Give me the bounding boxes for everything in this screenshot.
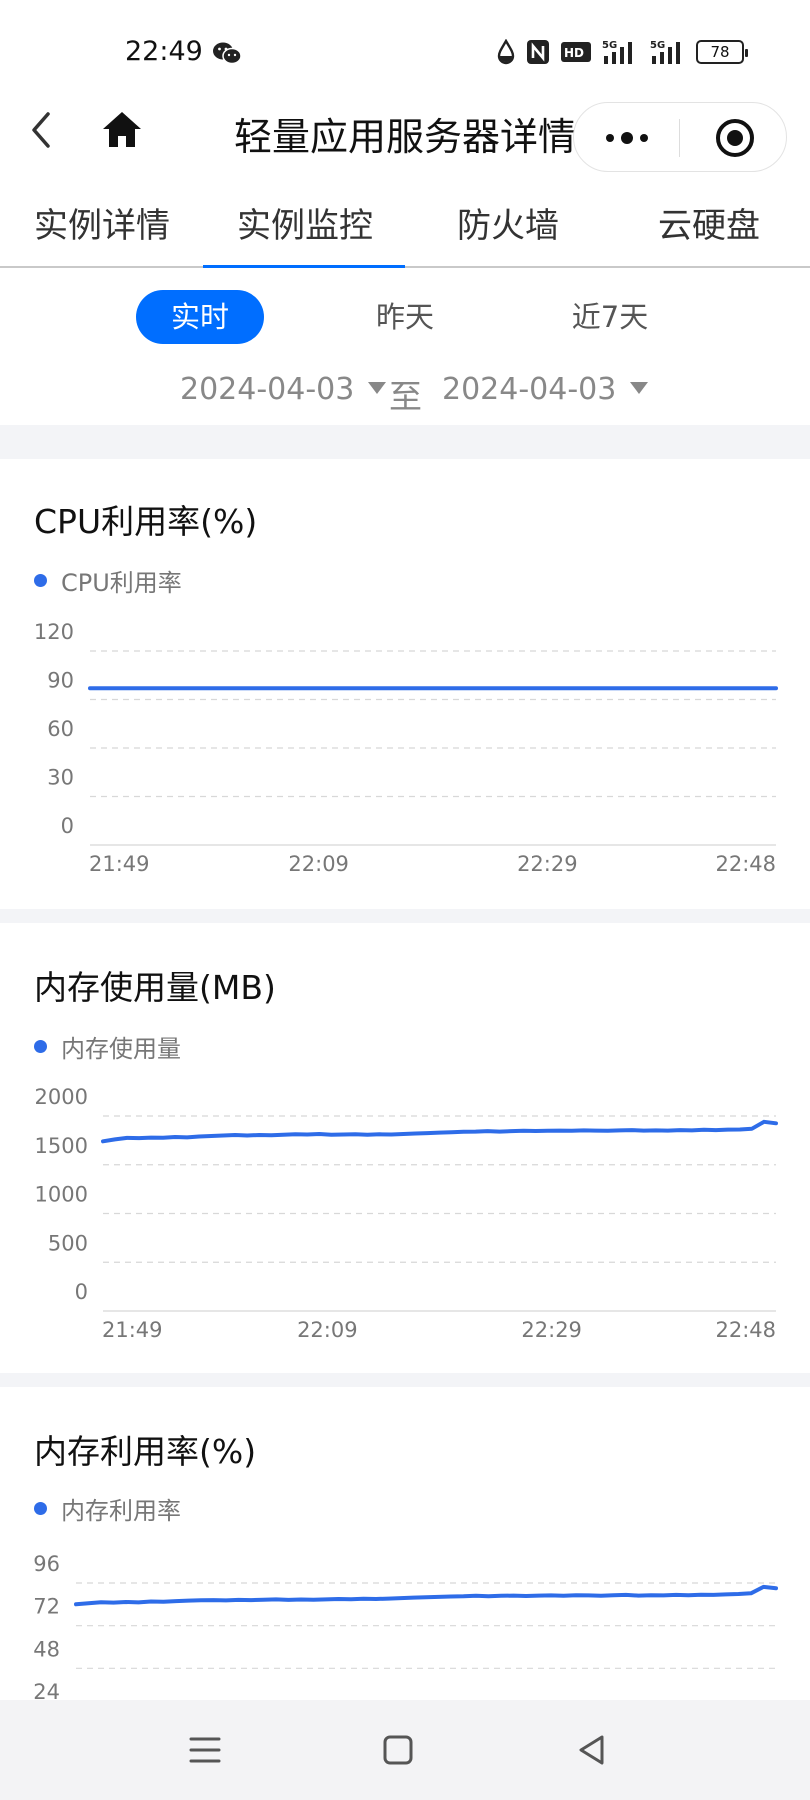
tab-bar: 实例详情 实例监控 防火墙 云硬盘	[0, 180, 810, 268]
x-tick-label: 22:29	[521, 1318, 582, 1342]
y-tick-label: 72	[33, 1595, 60, 1619]
legend-dot	[34, 574, 47, 587]
svg-text:HD: HD	[564, 46, 584, 60]
chart-legend: CPU利用率	[34, 563, 182, 598]
date-from-value: 2024-04-03	[180, 372, 355, 407]
section-divider	[0, 425, 810, 459]
battery-icon: 78	[696, 40, 748, 64]
y-tick-label: 120	[34, 620, 74, 644]
time-range-selector: 实时 昨天 近7天	[0, 290, 810, 344]
y-tick-label: 30	[47, 766, 74, 790]
y-tick-label: 0	[61, 814, 74, 838]
date-from-picker[interactable]: 2024-04-03	[180, 372, 387, 407]
signal-5g-icon: 5G	[602, 40, 632, 64]
y-tick-label: 2000	[35, 1085, 88, 1109]
chart-title: 内存利用率(%)	[34, 1432, 257, 1471]
tab-cloud-disk[interactable]: 云硬盘	[658, 206, 760, 246]
tab-instance-monitoring[interactable]: 实例监控	[237, 206, 373, 246]
y-tick-label: 90	[47, 669, 74, 693]
y-tick-label: 0	[75, 1280, 88, 1304]
x-tick-label: 22:48	[715, 1318, 776, 1342]
y-tick-label: 1000	[35, 1183, 88, 1207]
section-divider	[0, 1373, 810, 1387]
section-divider	[0, 909, 810, 923]
menu-icon[interactable]	[185, 1730, 225, 1770]
back-icon[interactable]	[26, 108, 56, 152]
more-icon[interactable]	[602, 123, 654, 153]
legend-dot	[34, 1502, 47, 1515]
y-tick-label: 96	[33, 1552, 60, 1576]
tab-instance-details[interactable]: 实例详情	[34, 206, 170, 246]
home-icon[interactable]	[100, 108, 144, 152]
chart-card-cpu: CPU利用率(%) CPU利用率 120 90 60 30 0 21:49 22:09 22:…	[0, 459, 810, 909]
cpu-chart: 120 90 60 30 0 21:49 22:09 22:29 22:48	[34, 620, 778, 876]
legend-label: CPU利用率	[61, 569, 182, 597]
status-icons: HD 5G 5G 78	[496, 38, 748, 66]
memory-utilization-chart: 96 72 48 24	[33, 1552, 778, 1700]
series-line	[74, 1584, 778, 1607]
tab-firewall[interactable]: 防火墙	[457, 206, 559, 246]
series-line	[101, 1119, 778, 1144]
legend-label: 内存使用量	[61, 1035, 181, 1063]
close-mini-program-icon[interactable]	[714, 117, 756, 159]
signal-5g-icon: 5G	[650, 40, 680, 64]
range-yesterday-button[interactable]: 昨天	[375, 300, 434, 334]
date-separator: 至	[389, 377, 422, 416]
caret-down-icon	[368, 381, 387, 394]
nfc-icon	[527, 40, 549, 64]
title-bar: 轻量应用服务器详情	[0, 100, 810, 180]
battery-level: 78	[710, 43, 730, 61]
hd-icon: HD	[561, 42, 591, 62]
y-tick-label: 48	[33, 1637, 60, 1661]
home-square-icon[interactable]	[378, 1730, 418, 1770]
system-nav-bar	[0, 1700, 810, 1800]
memory-usage-chart: 2000 1500 1000 500 0 21:49 22:09 22:29 22:48	[35, 1085, 778, 1342]
chart-legend: 内存使用量	[34, 1029, 181, 1064]
x-tick-label: 22:29	[517, 852, 578, 876]
status-bar: 22:49 HD 5G 5G 78	[0, 0, 810, 100]
range-last7days-button[interactable]: 近7天	[571, 300, 649, 334]
chart-title: CPU利用率(%)	[34, 502, 258, 541]
tab-active-indicator	[203, 265, 405, 268]
date-range: 2024-04-03 至 2024-04-03	[0, 368, 810, 416]
legend-label: 内存利用率	[61, 1497, 181, 1525]
x-tick-label: 22:09	[297, 1318, 358, 1342]
chart-title: 内存使用量(MB)	[34, 968, 276, 1007]
svg-text:5G: 5G	[602, 40, 617, 51]
x-tick-label: 22:09	[288, 852, 349, 876]
back-triangle-icon[interactable]	[572, 1730, 612, 1770]
x-tick-label: 21:49	[89, 852, 150, 876]
y-tick-label: 60	[47, 717, 74, 741]
status-time: 22:49	[125, 36, 203, 67]
x-tick-label: 22:48	[715, 852, 776, 876]
caret-down-icon	[630, 381, 649, 394]
chart-card-memory-usage: 内存使用量(MB) 内存使用量 2000 1500 1000 500 0 21:49 22:…	[0, 923, 810, 1373]
legend-dot	[34, 1040, 47, 1053]
range-realtime-button[interactable]: 实时	[136, 290, 264, 344]
date-to-picker[interactable]: 2024-04-03	[442, 372, 649, 407]
svg-text:5G: 5G	[650, 40, 665, 51]
x-tick-label: 21:49	[102, 1318, 163, 1342]
page-title: 轻量应用服务器详情	[234, 115, 577, 159]
y-tick-label: 1500	[35, 1134, 88, 1158]
wechat-icon	[213, 42, 242, 65]
date-to-value: 2024-04-03	[442, 372, 617, 407]
y-tick-label: 500	[48, 1231, 88, 1255]
mini-program-capsule	[573, 102, 787, 172]
y-tick-label: 24	[33, 1680, 60, 1700]
water-drop-icon	[497, 39, 515, 65]
chart-legend: 内存利用率	[34, 1491, 181, 1526]
chart-card-memory-utilization: 内存利用率(%) 内存利用率 96 72 48 24	[0, 1387, 810, 1700]
capsule-divider	[679, 119, 680, 157]
